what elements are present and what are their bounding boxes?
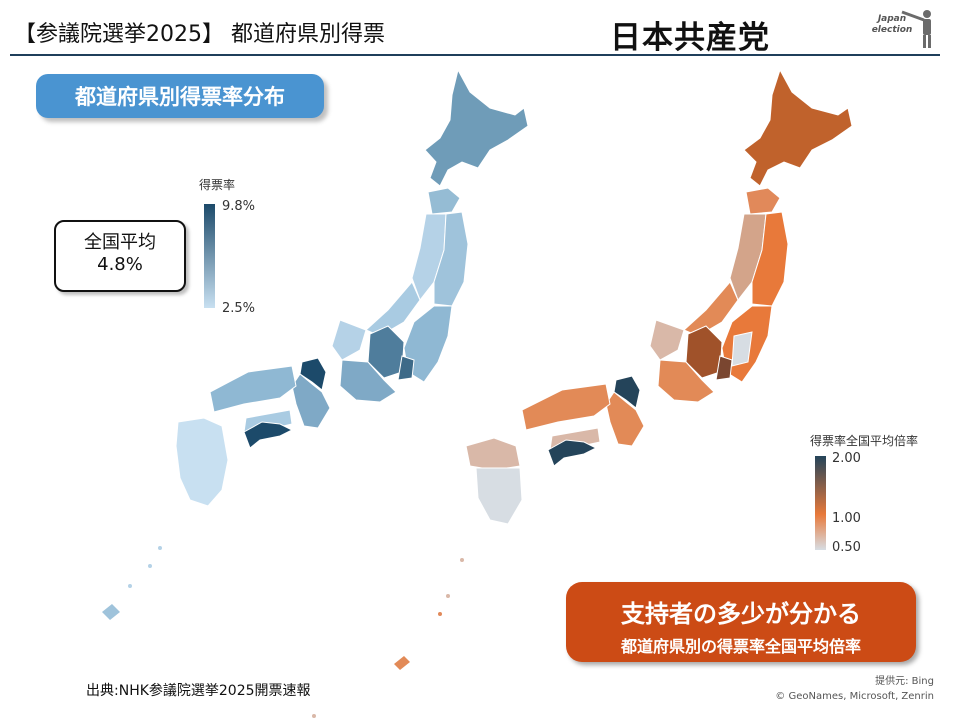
left-region-kyushu [175, 417, 229, 507]
right-legend-mid: 1.00 [832, 511, 861, 526]
right-region-hokuriku [649, 319, 685, 361]
header-divider [10, 54, 940, 56]
right-legend-title: 得票率全国平均倍率 [810, 434, 919, 448]
national-average-label: 全国平均 [84, 232, 156, 253]
right-region-kyushu-north [465, 437, 521, 471]
right-region-tokai [657, 359, 715, 403]
logo-text: Japan election [871, 14, 913, 35]
right-region-chugoku [521, 383, 611, 431]
right-legend-min: 0.50 [832, 540, 861, 555]
map-credit: 提供元: Bing © GeoNames, Microsoft, Zenrin [775, 674, 934, 704]
site-logo: Japan election [864, 6, 936, 50]
left-region-okinawa [102, 604, 120, 620]
right-region-kinki [605, 391, 645, 447]
left-region-kochi [243, 421, 294, 449]
party-name: 日本共産党 [610, 20, 770, 56]
left-legend-title: 得票率 [199, 178, 236, 192]
left-region-hokuriku [331, 319, 367, 361]
right-japan-map [312, 68, 853, 718]
left-region-kinki [291, 373, 331, 429]
right-legend-max: 2.00 [832, 451, 861, 466]
right-region-yamanashi [715, 355, 733, 381]
support-ratio-title: 支持者の多少が分かる [621, 600, 861, 628]
right-region-kochi [547, 439, 598, 467]
support-ratio-subtitle: 都道府県別の得票率全国平均倍率 [620, 637, 861, 656]
right-region-okinawa [394, 656, 410, 670]
left-region-aomori [427, 187, 461, 215]
page-title: 【参議院選挙2025】 都道府県別得票 [14, 22, 385, 47]
left-region-tokai [339, 359, 397, 403]
person-telescope-icon [901, 10, 931, 48]
left-region-yamanashi [397, 355, 415, 381]
left-legend-max: 9.8% [222, 199, 256, 214]
data-source: 出典:NHK参議院選挙2025開票速報 [86, 683, 311, 699]
right-region-aomori [745, 187, 781, 215]
right-region-hokkaido [743, 68, 853, 187]
left-region-chugoku [209, 365, 297, 413]
right-region-kyushu-south [475, 467, 523, 525]
map-credit-copyright: © GeoNames, Microsoft, Zenrin [775, 691, 934, 702]
map-credit-provider: 提供元: Bing [875, 676, 934, 687]
left-legend-min: 2.5% [222, 301, 256, 316]
national-average-value: 4.8% [97, 254, 143, 275]
distribution-badge: 都道府県別得票率分布 [36, 74, 324, 118]
left-legend-colorbar [204, 204, 215, 308]
right-region-fukushima [731, 331, 753, 367]
left-region-kanto [403, 305, 453, 383]
left-region-hokkaido [424, 68, 529, 187]
left-japan-map [102, 68, 529, 620]
national-average-box: 全国平均 4.8% [54, 220, 186, 292]
right-legend-colorbar [815, 456, 826, 550]
support-ratio-badge: 支持者の多少が分かる 都道府県別の得票率全国平均倍率 [566, 582, 916, 662]
